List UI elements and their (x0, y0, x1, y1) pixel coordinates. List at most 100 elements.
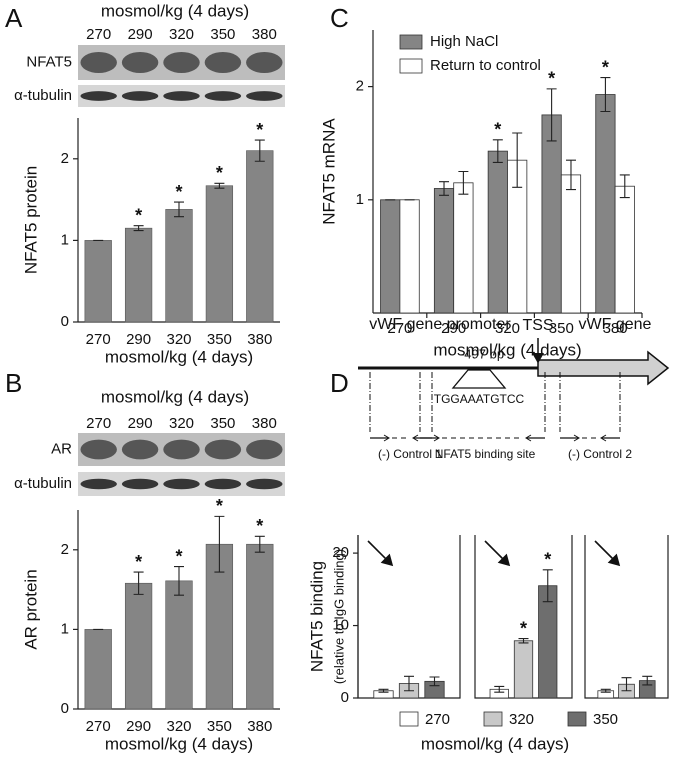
tss-label: TSS (522, 317, 553, 334)
x-axis-label: mosmol/kg (4 days) (433, 340, 581, 359)
x-axis-label: mosmol/kg (4 days) (421, 734, 569, 753)
x-tick-label: 320 (166, 718, 191, 735)
x-tick-label: 350 (207, 331, 232, 348)
error-bar (492, 139, 503, 163)
lane-label: 290 (128, 26, 153, 43)
x-tick-label: 380 (247, 718, 272, 735)
lane-label: 380 (252, 26, 277, 43)
legend-label: High NaCl (430, 33, 498, 50)
x-tick-label: 380 (247, 331, 272, 348)
significance-mark: * (548, 69, 555, 89)
x-tick-label: 290 (126, 331, 151, 348)
legend-swatch (567, 711, 587, 727)
x-tick-label: 320 (166, 331, 191, 348)
significance-mark: * (216, 496, 223, 516)
y-tick-label: 20 (332, 544, 349, 561)
error-bar (619, 174, 630, 199)
significance-mark: * (175, 182, 182, 202)
panel-label: A (5, 3, 23, 33)
legend-label: 270 (425, 711, 450, 728)
primer-heads (383, 434, 419, 442)
blot-band (246, 91, 283, 101)
x-axis-label: mosmol/kg (4 days) (105, 734, 253, 753)
x-tick-label: 290 (441, 320, 466, 337)
error-bar (174, 565, 184, 596)
lane-label: 320 (169, 26, 194, 43)
error-bar (429, 676, 440, 687)
position-label: -497 bp (460, 346, 504, 361)
error-bar (174, 201, 184, 218)
bar (614, 185, 635, 314)
bar (165, 580, 193, 710)
error-bar (621, 677, 632, 692)
blot-band (121, 439, 159, 460)
error-bar (565, 159, 576, 191)
panel-label: C (330, 3, 349, 33)
lane-label: 380 (252, 415, 277, 432)
site-label: (-) Control 2 (568, 447, 632, 461)
bar (84, 629, 112, 710)
legend-label: 350 (593, 711, 618, 728)
y-tick-label: 0 (61, 700, 69, 717)
error-bar (542, 569, 553, 603)
lane-label: 270 (86, 415, 111, 432)
facet-arrow (367, 540, 394, 567)
x-tick-label: 270 (86, 718, 111, 735)
facet-arrow (594, 540, 621, 567)
significance-mark: * (602, 57, 609, 77)
significance-mark: * (544, 550, 551, 570)
blot-row-label: α-tubulin (14, 87, 72, 104)
x-tick-label: 270 (387, 320, 412, 337)
y-axis-label: AR protein (21, 569, 40, 649)
error-bar (512, 132, 523, 188)
error-bar (494, 685, 505, 693)
y-tick-label: 0 (341, 689, 349, 706)
y-tick-label: 1 (61, 620, 69, 637)
blot-band (246, 478, 283, 490)
bar (124, 582, 153, 710)
error-bar (214, 515, 225, 573)
error-bar (600, 688, 611, 693)
bar (84, 240, 112, 323)
blot-header: mosmol/kg (4 days) (101, 1, 249, 20)
bar (205, 185, 234, 323)
blot-band (121, 52, 159, 73)
y-tick-label: 2 (61, 150, 69, 167)
x-tick-label: 350 (549, 320, 574, 337)
blot-band (80, 91, 117, 101)
error-bar (133, 571, 144, 595)
primer-heads (433, 434, 532, 442)
blot-band (163, 91, 200, 101)
error-bar (546, 88, 557, 142)
significance-mark: * (256, 516, 263, 536)
blot-band (80, 439, 117, 460)
y-tick-label: 2 (61, 541, 69, 558)
bar (380, 199, 401, 314)
y-tick-label: 10 (332, 617, 349, 634)
legend-swatch (399, 711, 419, 727)
significance-mark: * (135, 205, 142, 225)
bar (246, 150, 274, 323)
blot-band (246, 439, 283, 460)
y-tick-label: 1 (356, 191, 364, 208)
blot-band (163, 52, 200, 73)
blot-band (121, 478, 159, 490)
bar (165, 209, 193, 323)
x-tick-label: 270 (86, 331, 111, 348)
bar (399, 199, 420, 314)
significance-mark: * (520, 618, 527, 638)
y-axis-label: (relative to IgG binding) (331, 549, 346, 684)
bar (595, 94, 616, 314)
legend-swatch (399, 34, 423, 50)
error-bar (458, 170, 469, 195)
bar (124, 227, 153, 323)
blot-band (121, 91, 159, 101)
lane-label: 320 (169, 415, 194, 432)
blot-band (204, 478, 242, 490)
bar (560, 174, 582, 314)
error-bar (133, 225, 144, 232)
significance-mark: * (494, 120, 501, 140)
panel-label: D (330, 368, 349, 398)
x-tick-label: 290 (126, 718, 151, 735)
